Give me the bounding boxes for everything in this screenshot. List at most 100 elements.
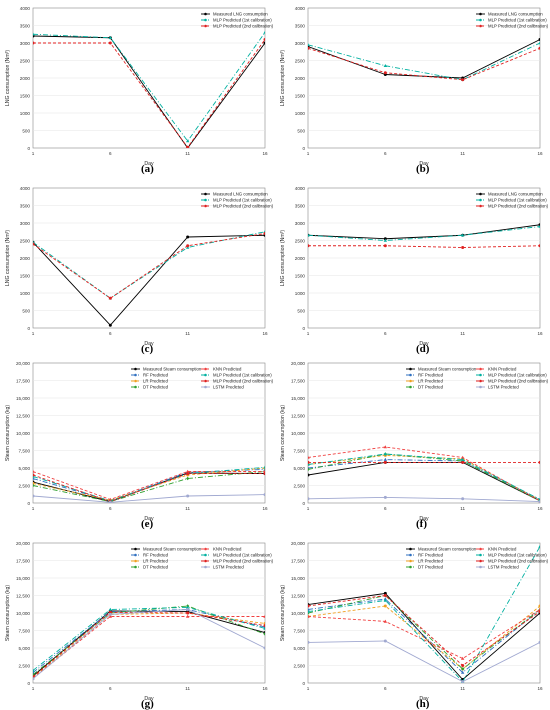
legend-label: MLP Predicted (1st calibration) bbox=[213, 18, 272, 23]
data-point bbox=[33, 242, 35, 246]
data-point bbox=[538, 41, 540, 45]
data-point bbox=[108, 296, 112, 300]
series-line bbox=[308, 640, 540, 683]
data-point bbox=[186, 235, 190, 239]
y-tick-label: 0 bbox=[27, 681, 30, 686]
series-line bbox=[33, 494, 265, 503]
data-point bbox=[185, 469, 190, 473]
y-tick-label: 15,000 bbox=[16, 576, 30, 581]
x-tick-label: 1 bbox=[32, 506, 35, 511]
data-point bbox=[263, 232, 265, 235]
data-point bbox=[461, 680, 465, 683]
y-tick-label: 10,000 bbox=[16, 431, 30, 436]
data-point bbox=[538, 460, 540, 464]
chart-svg: 0 2,500 5,000 7,500 10,000 12,500 15,000 17,500… bbox=[280, 541, 549, 702]
series-line bbox=[33, 612, 265, 678]
y-tick-label: 12,500 bbox=[291, 414, 305, 419]
legend-marker bbox=[479, 204, 482, 208]
data-point bbox=[383, 604, 387, 608]
data-point bbox=[383, 457, 388, 461]
legend-marker bbox=[204, 385, 207, 389]
series-line bbox=[33, 473, 265, 503]
data-point bbox=[383, 639, 387, 643]
data-point bbox=[538, 607, 540, 611]
y-tick-label: 20,000 bbox=[291, 361, 305, 366]
data-point bbox=[185, 139, 190, 143]
y-tick-label: 1000 bbox=[20, 291, 31, 296]
data-point bbox=[263, 41, 265, 45]
legend-marker bbox=[409, 367, 412, 371]
legend-marker bbox=[479, 553, 482, 557]
chart-panel: 0 500 1000 1500 2000 2500 3000 3500 4000 1 6 11 16 Da… bbox=[275, 180, 550, 347]
legend-label: RF Predicted bbox=[143, 553, 169, 558]
legend-label: DT Predicted bbox=[143, 385, 169, 390]
y-tick-label: 17,500 bbox=[291, 559, 305, 564]
y-tick-label: 0 bbox=[302, 501, 305, 506]
y-tick-label: 7,500 bbox=[294, 629, 306, 634]
y-tick-label: 2000 bbox=[295, 256, 306, 261]
series-line bbox=[308, 224, 540, 240]
legend-marker bbox=[409, 373, 412, 377]
legend-marker bbox=[204, 18, 207, 22]
data-point bbox=[263, 472, 265, 476]
legend-marker bbox=[479, 367, 482, 371]
legend-label: MLP Predicted (1st calibration) bbox=[488, 198, 547, 203]
y-tick-label: 2500 bbox=[295, 59, 306, 64]
y-tick-label: 17,500 bbox=[16, 379, 30, 384]
data-point bbox=[538, 244, 540, 248]
legend-marker bbox=[204, 379, 207, 383]
data-point bbox=[186, 476, 190, 481]
series-line bbox=[33, 39, 265, 148]
series-line bbox=[308, 226, 540, 241]
y-tick-label: 20,000 bbox=[291, 541, 305, 546]
x-axis-label: Day bbox=[419, 696, 429, 702]
y-tick-label: 20,000 bbox=[16, 361, 30, 366]
legend-label: DT Predicted bbox=[418, 385, 444, 390]
x-tick-label: 6 bbox=[109, 506, 112, 511]
series-line bbox=[308, 592, 540, 681]
series-line bbox=[308, 496, 540, 503]
chart-panel: 0 2,500 5,000 7,500 10,000 12,500 15,000 17,500… bbox=[275, 535, 550, 702]
legend-marker bbox=[409, 559, 412, 563]
data-point bbox=[538, 224, 540, 228]
data-point bbox=[538, 46, 540, 50]
y-tick-label: 2500 bbox=[20, 59, 31, 64]
y-tick-label: 7,500 bbox=[19, 629, 31, 634]
legend-label: Measured LNG consumption bbox=[488, 12, 543, 17]
legend-label: LR Predicted bbox=[418, 559, 443, 564]
series-line bbox=[308, 598, 540, 674]
y-tick-label: 3000 bbox=[295, 41, 306, 46]
legend-label: Measured Steam consumption bbox=[418, 547, 477, 552]
legend-label: KNN Predicted bbox=[213, 367, 242, 372]
data-point bbox=[185, 605, 190, 609]
x-tick-label: 6 bbox=[384, 331, 387, 336]
y-tick-label: 1500 bbox=[20, 94, 31, 99]
legend-label: Measured LNG consumption bbox=[213, 12, 268, 17]
series-line bbox=[33, 233, 265, 299]
legend-marker bbox=[204, 367, 207, 371]
x-tick-label: 16 bbox=[262, 506, 268, 511]
y-axis-label: Steam consumption (kg) bbox=[5, 585, 11, 641]
x-tick-label: 6 bbox=[384, 151, 387, 156]
x-tick-label: 16 bbox=[262, 686, 268, 691]
y-axis-label: LNG consumption (Nm³) bbox=[5, 50, 11, 106]
data-point bbox=[308, 460, 310, 464]
legend-label: KNN Predicted bbox=[488, 367, 517, 372]
legend-label: KNN Predicted bbox=[488, 547, 517, 552]
y-tick-label: 3000 bbox=[20, 221, 31, 226]
legend-label: Measured Steam consumption bbox=[143, 547, 202, 552]
legend-label: MLP Predicted (2nd calibration) bbox=[213, 559, 274, 564]
legend-marker bbox=[204, 198, 207, 202]
legend-marker bbox=[479, 565, 482, 569]
y-tick-label: 1500 bbox=[295, 274, 306, 279]
legend-marker bbox=[134, 379, 137, 383]
x-tick-label: 1 bbox=[307, 331, 310, 336]
legend-label: Measured Steam consumption bbox=[143, 367, 202, 372]
legend-label: LR Predicted bbox=[143, 559, 168, 564]
legend-marker bbox=[204, 192, 207, 196]
data-point bbox=[383, 452, 388, 456]
